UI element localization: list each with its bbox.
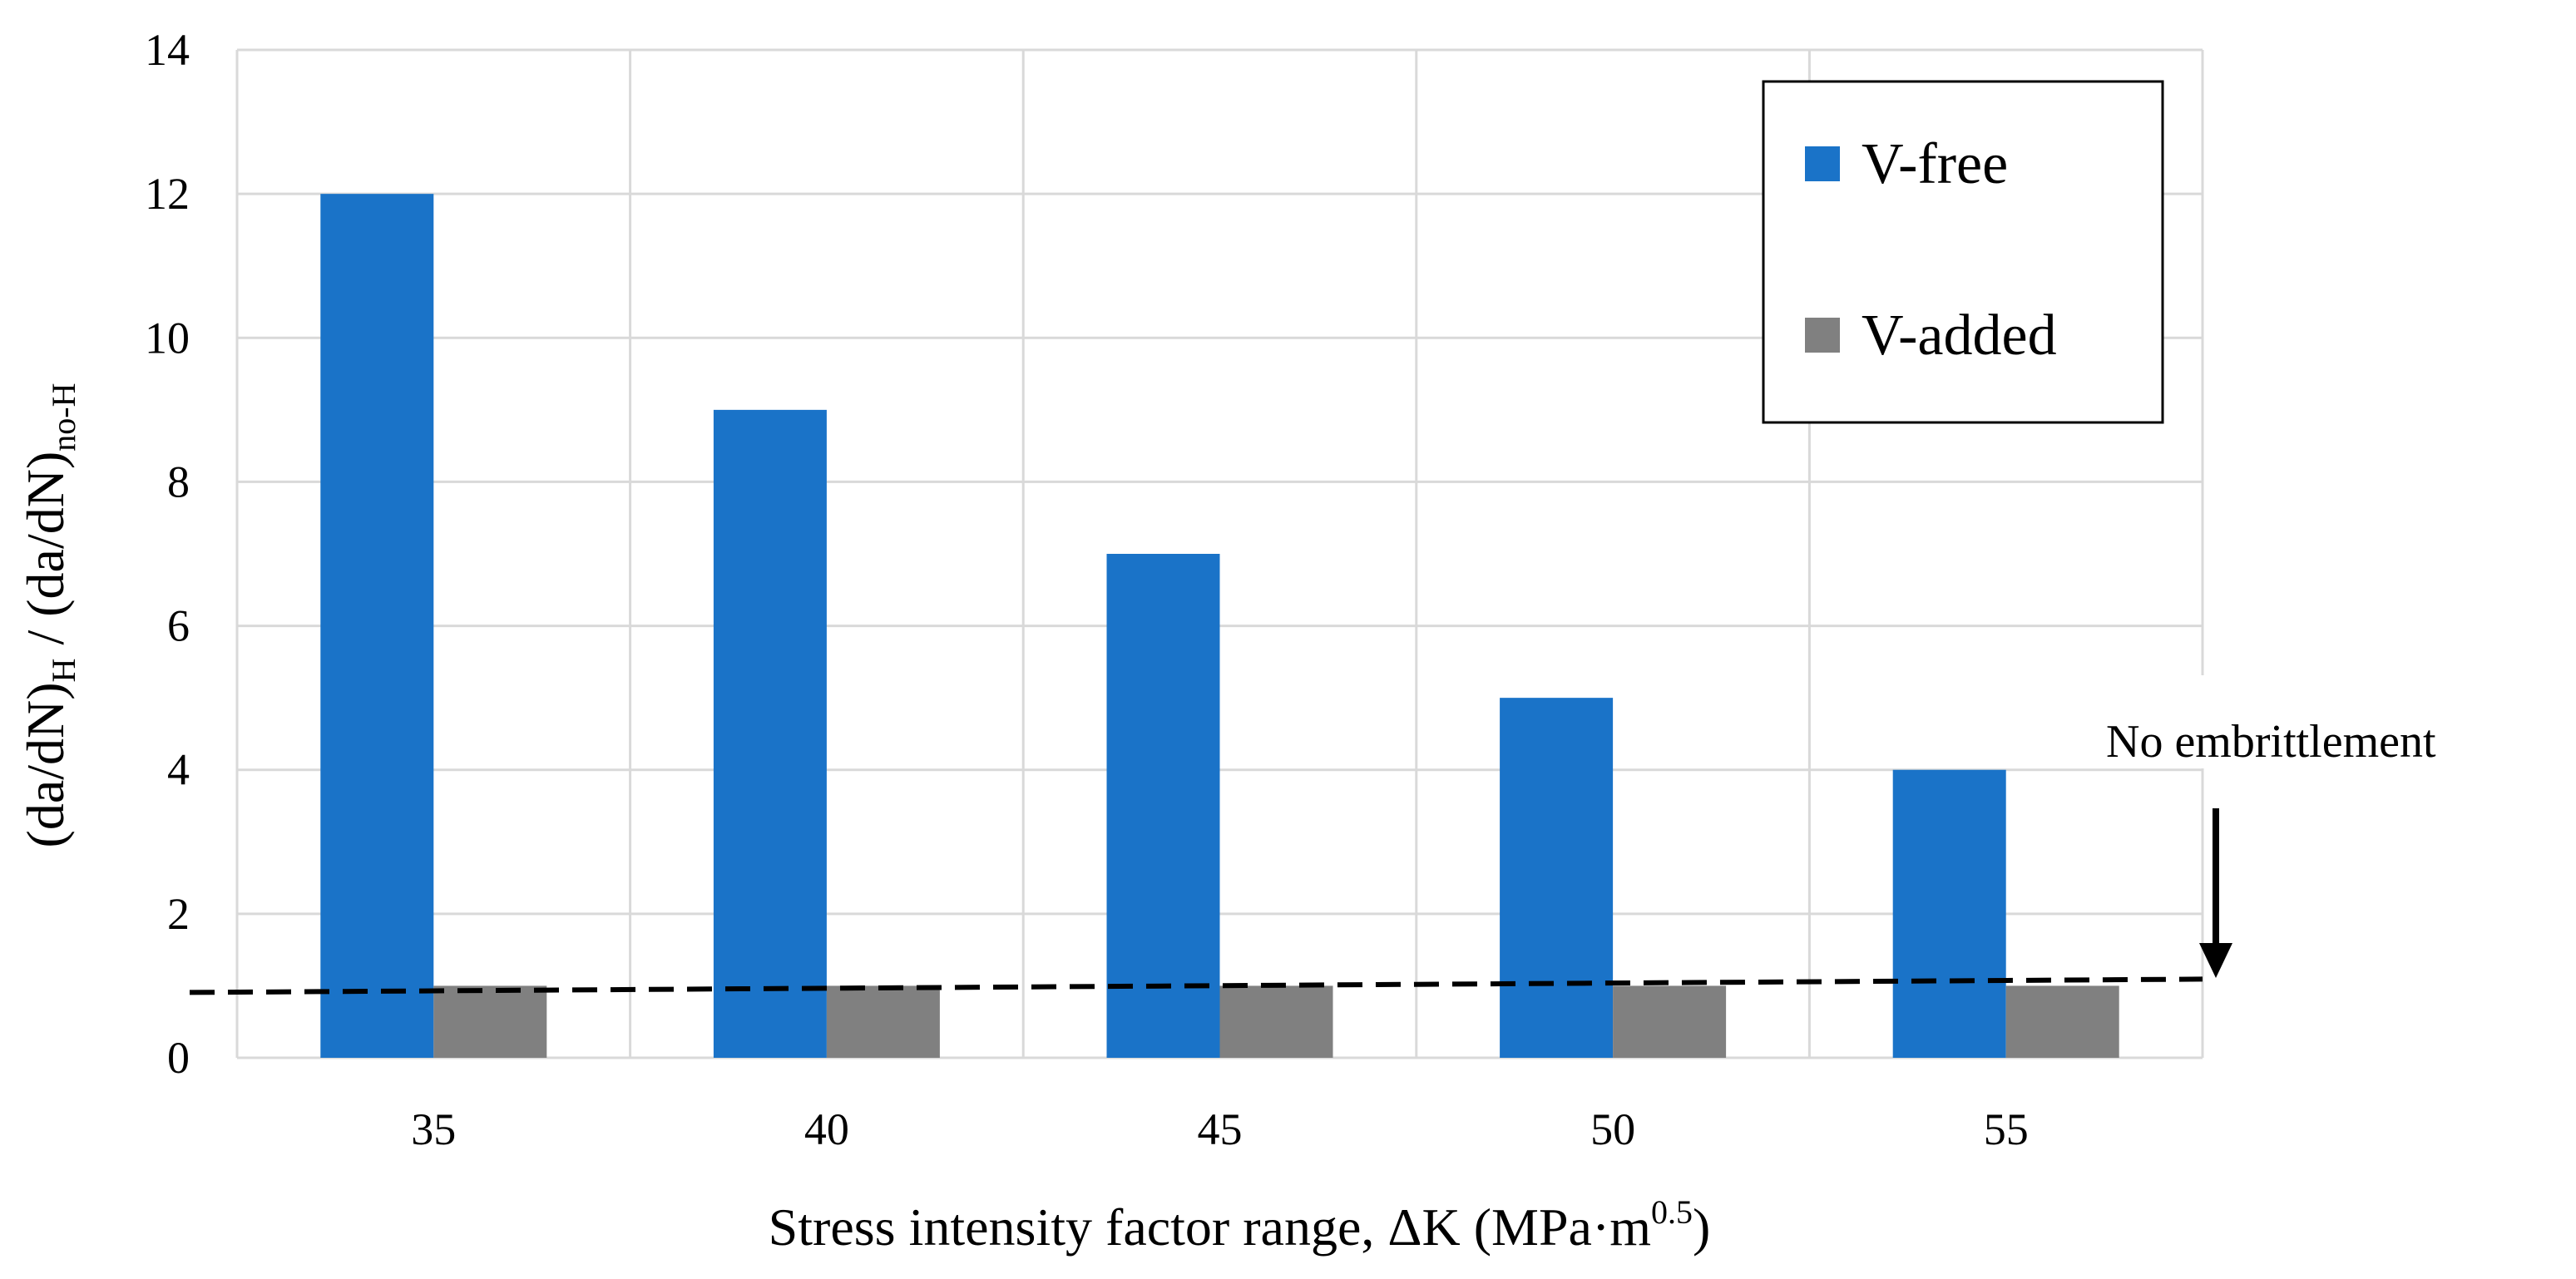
x-tick-labels: 35 40 45 50 55	[411, 1104, 2028, 1154]
y-tick-labels: 0 2 4 6 8 10 12 14	[145, 25, 190, 1083]
bar-v-free-50	[1500, 698, 1614, 1058]
bar-v-free-35	[320, 194, 434, 1059]
bar-v-added-50	[1613, 985, 1727, 1058]
legend-swatch-v-free	[1805, 146, 1840, 181]
bar-v-added-55	[2005, 985, 2119, 1058]
bar-v-free-40	[713, 409, 827, 1058]
bar-v-free-55	[1892, 769, 2006, 1058]
y-tick-label-10: 10	[145, 313, 190, 363]
x-axis-title: Stress intensity factor range, ΔK (MPa·m…	[769, 1193, 1711, 1257]
no-embrittlement-reference-line	[189, 976, 2203, 995]
legend: V-free V-added	[1762, 80, 2164, 424]
bars	[320, 194, 2119, 1059]
legend-box	[1762, 80, 2164, 424]
bar-v-added-45	[1219, 985, 1333, 1058]
no-embrittlement-label: No embrittlement	[2106, 716, 2436, 768]
y-tick-label-8: 8	[167, 457, 190, 506]
y-tick-label-2: 2	[167, 889, 190, 939]
x-tick-label-50: 50	[1590, 1104, 1635, 1154]
legend-label-v-free: V-free	[1862, 132, 2008, 196]
y-tick-label-12: 12	[145, 169, 190, 219]
x-tick-label-35: 35	[411, 1104, 456, 1154]
y-tick-label-0: 0	[167, 1033, 190, 1083]
y-tick-label-6: 6	[167, 601, 190, 651]
y-tick-label-4: 4	[167, 745, 190, 795]
y-axis-title: (da/dN)H / (da/dN)no-H	[16, 383, 82, 848]
legend-swatch-v-added	[1805, 318, 1840, 353]
legend-label-v-added: V-added	[1862, 304, 2057, 368]
arrow-down-icon	[2199, 808, 2232, 978]
x-tick-label-40: 40	[804, 1104, 849, 1154]
x-tick-label-45: 45	[1198, 1104, 1243, 1154]
annotation-background	[2054, 675, 2570, 768]
bar-v-added-35	[433, 985, 547, 1058]
y-tick-label-14: 14	[145, 25, 190, 75]
bar-v-free-45	[1106, 554, 1220, 1058]
x-tick-label-55: 55	[1984, 1104, 2029, 1154]
bar-v-added-40	[826, 985, 940, 1058]
